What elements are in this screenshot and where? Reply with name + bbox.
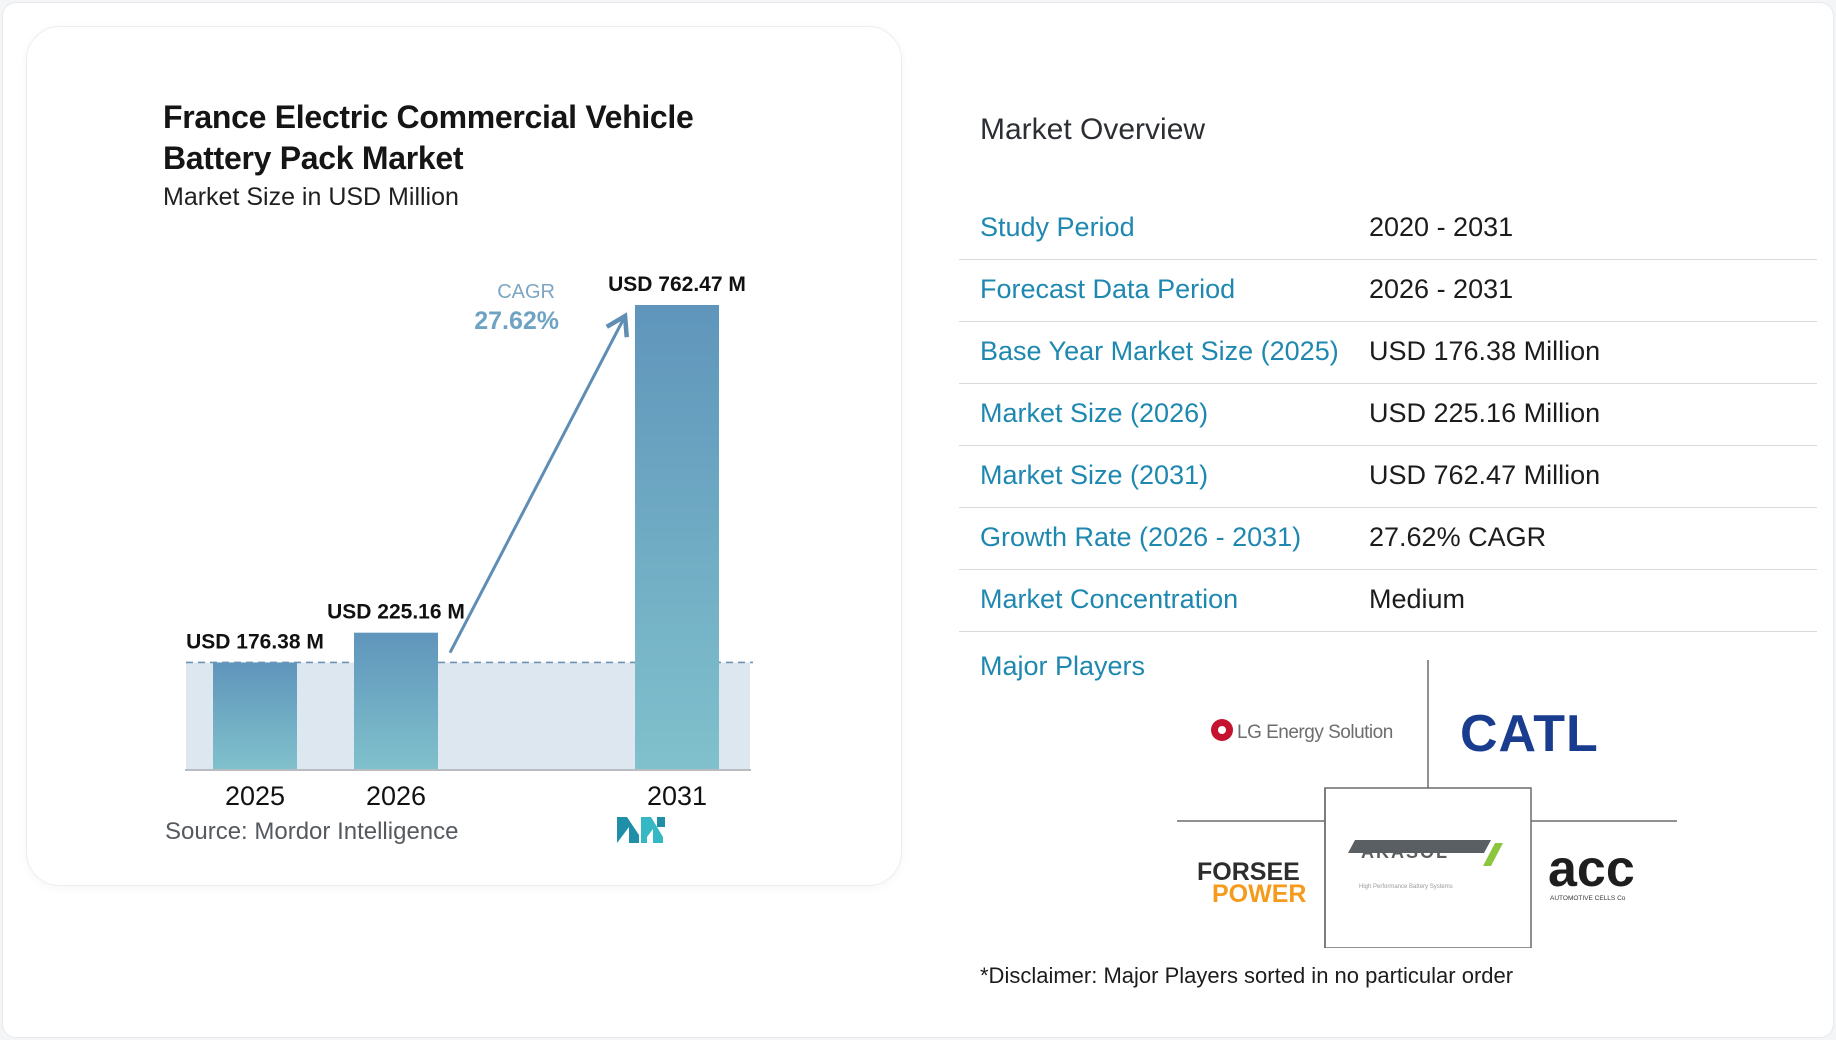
overview-row: Forecast Data Period 2026 - 2031 (959, 260, 1817, 322)
bar-2031 (635, 305, 719, 770)
overview-value: Medium (1369, 584, 1466, 614)
forsee-logo-text: FORSEE (1197, 858, 1300, 886)
mordor-logo-icon (617, 817, 665, 843)
forsee-power-logo: FORSEE POWER (1197, 858, 1306, 908)
overview-label: Market Concentration (980, 584, 1239, 614)
bar-2026 (354, 632, 438, 770)
cagr-value: 27.62% (474, 307, 559, 335)
overview-label: Base Year Market Size (2025) (980, 336, 1339, 366)
overview-label: Study Period (980, 212, 1135, 242)
acc-tagline: AUTOMOTIVE CELLS Co (1550, 895, 1626, 902)
akasol-logo-text: AKASOL (1361, 842, 1449, 862)
overview-value: USD 225.16 Million (1369, 398, 1601, 428)
lg-energy-solution-logo: LG Energy Solution (1211, 719, 1393, 743)
category-label-2031: 2031 (647, 781, 707, 811)
overview-row: Market Size (2026) USD 225.16 Million (959, 384, 1817, 446)
catl-logo: CATL (1460, 705, 1599, 763)
overview-row: Growth Rate (2026 - 2031) 27.62% CAGR (959, 508, 1817, 570)
acc-logo: acc AUTOMOTIVE CELLS Co (1548, 840, 1635, 902)
value-label-2025: USD 176.38 M (186, 630, 324, 653)
cagr-arrow (448, 312, 629, 654)
category-label-2026: 2026 (366, 781, 426, 811)
overview-value: USD 176.38 Million (1369, 336, 1601, 366)
overview-value: 2020 - 2031 (1369, 212, 1514, 242)
major-players-logos: LG Energy Solution CATL FORSEE POWER AKA… (1177, 660, 1677, 948)
overview-value: 27.62% CAGR (1369, 522, 1547, 552)
value-label-2026: USD 225.16 M (327, 601, 465, 624)
bar-2025 (213, 662, 297, 770)
akasol-logo: AKASOL High Performance Battery Systems (1348, 840, 1503, 890)
overview-label: Market Size (2026) (980, 398, 1209, 428)
major-players-title: Major Players (980, 651, 1146, 681)
disclaimer-text: *Disclaimer: Major Players sorted in no … (980, 963, 1514, 988)
category-label-2025: 2025 (225, 781, 285, 811)
overview-row: Market Concentration Medium (959, 570, 1817, 632)
overview-row: Study Period 2020 - 2031 (959, 198, 1817, 260)
akasol-tagline: High Performance Battery Systems (1359, 884, 1453, 890)
overview-label: Growth Rate (2026 - 2031) (980, 522, 1302, 552)
chart-subtitle: Market Size in USD Million (163, 183, 459, 211)
overview-label: Market Size (2031) (980, 460, 1209, 490)
bar-chart: USD 176.38 M 2025 USD 225.16 M 2026 USD 762.… (185, 273, 753, 811)
value-label-2031: USD 762.47 M (608, 273, 746, 296)
power-logo-text: POWER (1212, 880, 1306, 908)
cagr-label: CAGR (497, 281, 555, 303)
overview-row: Market Size (2031) USD 762.47 Million (959, 446, 1817, 508)
overview-title: Market Overview (980, 113, 1206, 146)
overview-table: Study Period 2020 - 2031 Forecast Data P… (959, 198, 1817, 632)
overview-value: 2026 - 2031 (1369, 274, 1514, 304)
acc-logo-text: acc (1548, 840, 1635, 898)
lg-logo-text: LG Energy Solution (1237, 722, 1393, 743)
overview-label: Forecast Data Period (980, 274, 1236, 304)
source-text: Source: Mordor Intelligence (165, 818, 459, 845)
overview-row: Base Year Market Size (2025) USD 176.38 … (959, 322, 1817, 384)
overview-value: USD 762.47 Million (1369, 460, 1601, 490)
chart-title: France Electric Commercial Vehicle Batte… (163, 99, 694, 176)
